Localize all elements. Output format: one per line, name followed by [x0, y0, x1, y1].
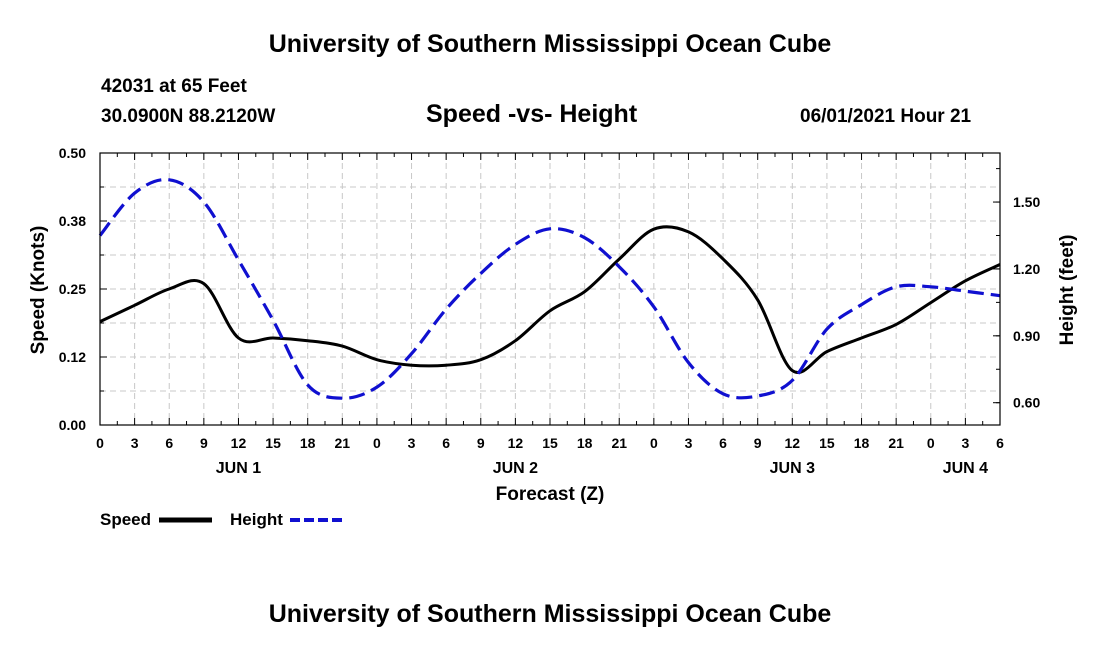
x-tick-label: 3 — [408, 435, 416, 451]
series-line-speed — [99, 225, 1001, 374]
legend-speed-label: Speed — [100, 510, 151, 529]
x-tick-label: 6 — [165, 435, 173, 451]
x-tick-label: 15 — [542, 435, 558, 451]
y2-tick-label: 1.20 — [1013, 261, 1040, 277]
x-tick-label: 9 — [477, 435, 485, 451]
x-tick-label: 18 — [577, 435, 593, 451]
y2-tick-label: 0.60 — [1013, 395, 1040, 411]
grid — [100, 153, 1000, 425]
x-tick-label: 3 — [961, 435, 969, 451]
x-tick-label: 0 — [373, 435, 381, 451]
x-tick-label: 18 — [300, 435, 316, 451]
x-tick-label: 18 — [854, 435, 870, 451]
series-layer — [98, 177, 1001, 400]
y-tick-label: 0.38 — [59, 213, 86, 229]
x-tick-label: 6 — [719, 435, 727, 451]
x-tick-label: 6 — [442, 435, 450, 451]
y-tick-label: 0.25 — [59, 281, 86, 297]
x-tick-label: 12 — [508, 435, 524, 451]
x-tick-label: 6 — [996, 435, 1004, 451]
x-tick-label: 3 — [131, 435, 139, 451]
day-label: JUN 4 — [943, 460, 988, 477]
x-tick-label: 12 — [231, 435, 247, 451]
day-label: JUN 2 — [493, 460, 538, 477]
x-tick-label: 3 — [685, 435, 693, 451]
day-label: JUN 3 — [770, 460, 815, 477]
y2-tick-label: 0.90 — [1013, 328, 1040, 344]
x-tick-label: 0 — [650, 435, 658, 451]
forecast-datetime: 06/01/2021 Hour 21 — [800, 106, 972, 127]
x-tick-label: 9 — [200, 435, 208, 451]
page-title: University of Southern Mississippi Ocean… — [268, 30, 832, 58]
x-tick-label: 0 — [927, 435, 935, 451]
y-tick-label: 0.12 — [59, 349, 86, 365]
x-tick-label: 9 — [754, 435, 762, 451]
y-tick-label: 0.50 — [59, 145, 86, 161]
series-line-height — [98, 177, 1001, 400]
x-tick-label: 21 — [888, 435, 904, 451]
x-axis-label: Forecast (Z) — [496, 484, 605, 505]
y-axis-label: Speed (Knots) — [28, 226, 49, 355]
y2-tick-label: 1.50 — [1013, 194, 1040, 210]
coordinates-label: 30.0900N 88.2120W — [101, 106, 276, 127]
axis-ticks: 0 3 6 9 12 15 18 21 0 3 6 9 12 15 18 21 0 3 6 9 12 15 18 21 0 3 6 0… — [59, 145, 1041, 477]
y2-axis-label: Height (feet) — [1057, 235, 1078, 346]
footer-title: University of Southern Mississippi Ocean… — [268, 600, 832, 628]
x-tick-label: 12 — [785, 435, 801, 451]
x-tick-label: 15 — [265, 435, 281, 451]
x-tick-label: 15 — [819, 435, 835, 451]
y-tick-label: 0.00 — [59, 417, 86, 433]
day-label: JUN 1 — [216, 460, 261, 477]
x-tick-label: 0 — [96, 435, 104, 451]
legend: Speed Height — [100, 510, 342, 529]
legend-height-label: Height — [230, 510, 283, 529]
x-tick-label: 21 — [611, 435, 627, 451]
station-label: 42031 at 65 Feet — [101, 76, 247, 97]
chart-title: Speed -vs- Height — [426, 100, 638, 128]
x-tick-label: 21 — [335, 435, 351, 451]
